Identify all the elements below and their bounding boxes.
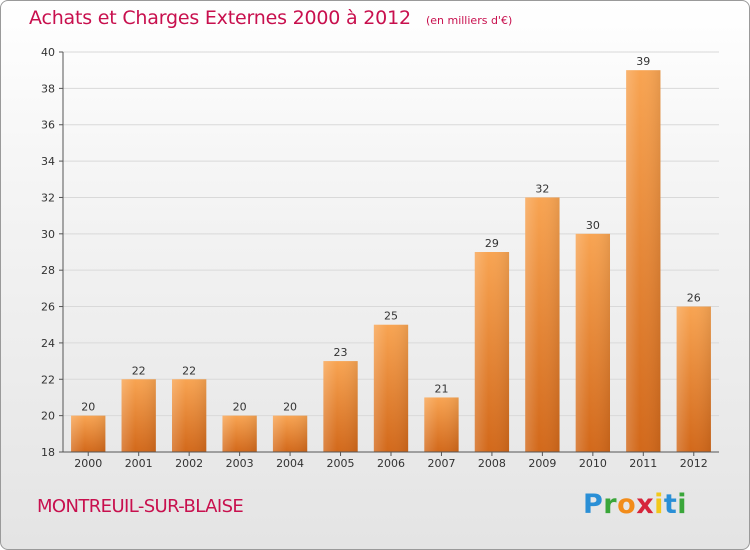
logo-letter: P [583, 489, 604, 520]
x-tick-label: 2004 [276, 457, 304, 470]
logo-letter: x [636, 489, 655, 520]
bar-value-label: 20 [81, 401, 95, 414]
bar-shade [71, 415, 106, 452]
bar-value-label: 21 [434, 382, 448, 395]
x-tick-label: 2012 [680, 457, 708, 470]
bar-shade [171, 379, 207, 452]
x-tick-label: 2008 [478, 457, 506, 470]
bar-shade [525, 197, 560, 452]
y-tick-label: 34 [41, 155, 55, 168]
y-tick-label: 20 [41, 410, 55, 423]
bar-value-label: 22 [132, 364, 146, 377]
bar-shade [575, 233, 611, 452]
y-tick-label: 28 [41, 264, 55, 277]
bar-shade [121, 379, 156, 452]
x-tick-label: 2006 [377, 457, 405, 470]
y-tick-label: 22 [41, 373, 55, 386]
x-tick-label: 2002 [175, 457, 203, 470]
bar-value-label: 26 [687, 292, 701, 305]
bar-value-label: 32 [535, 182, 549, 195]
bar-value-label: 20 [233, 401, 247, 414]
bar-value-label: 29 [485, 237, 499, 250]
x-tick-label: 2011 [629, 457, 657, 470]
bar-value-label: 20 [283, 401, 297, 414]
bar-value-label: 25 [384, 310, 398, 323]
x-tick-label: 2000 [74, 457, 102, 470]
x-tick-label: 2009 [528, 457, 556, 470]
location-name: MONTREUIL-SUR-BLAISE [37, 496, 244, 517]
proxiti-logo[interactable]: Proxiti [583, 489, 687, 520]
axes-layer [59, 51, 719, 456]
x-tick-label: 2007 [427, 457, 455, 470]
bar-shade [323, 361, 358, 452]
y-tick-label: 38 [41, 82, 55, 95]
y-tick-label: 36 [41, 119, 55, 132]
x-tick-label: 2003 [226, 457, 254, 470]
chart-title: Achats et Charges Externes 2000 à 2012 [29, 7, 411, 29]
bar-value-label: 22 [182, 364, 196, 377]
bar-shade [474, 252, 510, 452]
bar-shade [222, 415, 257, 452]
x-tick-label: 2005 [327, 457, 355, 470]
logo-letter: i [654, 489, 664, 520]
logo-letter: t [663, 489, 678, 520]
bar-value-label: 30 [586, 219, 600, 232]
logo-letter: o [617, 489, 637, 520]
y-tick-label: 40 [41, 46, 55, 59]
bar-shade [676, 306, 711, 452]
x-tick-label: 2010 [579, 457, 607, 470]
bar-value-label: 39 [636, 55, 650, 68]
y-tick-label: 26 [41, 301, 55, 314]
bar-shade [373, 324, 409, 452]
y-tick-label: 30 [41, 228, 55, 241]
bar-value-label: 23 [334, 346, 348, 359]
y-tick-label: 18 [41, 446, 55, 459]
x-tick-label: 2001 [125, 457, 153, 470]
labels-layer: 18 20 22 24 26 28 30 32 34 36 38 40 20 2000 22 2001 22 20… [41, 46, 708, 470]
bar-shade [424, 397, 459, 452]
logo-letter: i [677, 489, 688, 520]
y-tick-label: 24 [41, 337, 55, 350]
y-tick-label: 32 [41, 191, 55, 204]
bar-shade [272, 415, 308, 452]
chart-subtitle: (en milliers d'€) [425, 14, 513, 27]
title-row: Achats et Charges Externes 2000 à 2012 (… [29, 7, 512, 29]
bars-layer [71, 70, 711, 452]
logo-letter: r [603, 489, 618, 520]
bar-shade [626, 70, 661, 452]
